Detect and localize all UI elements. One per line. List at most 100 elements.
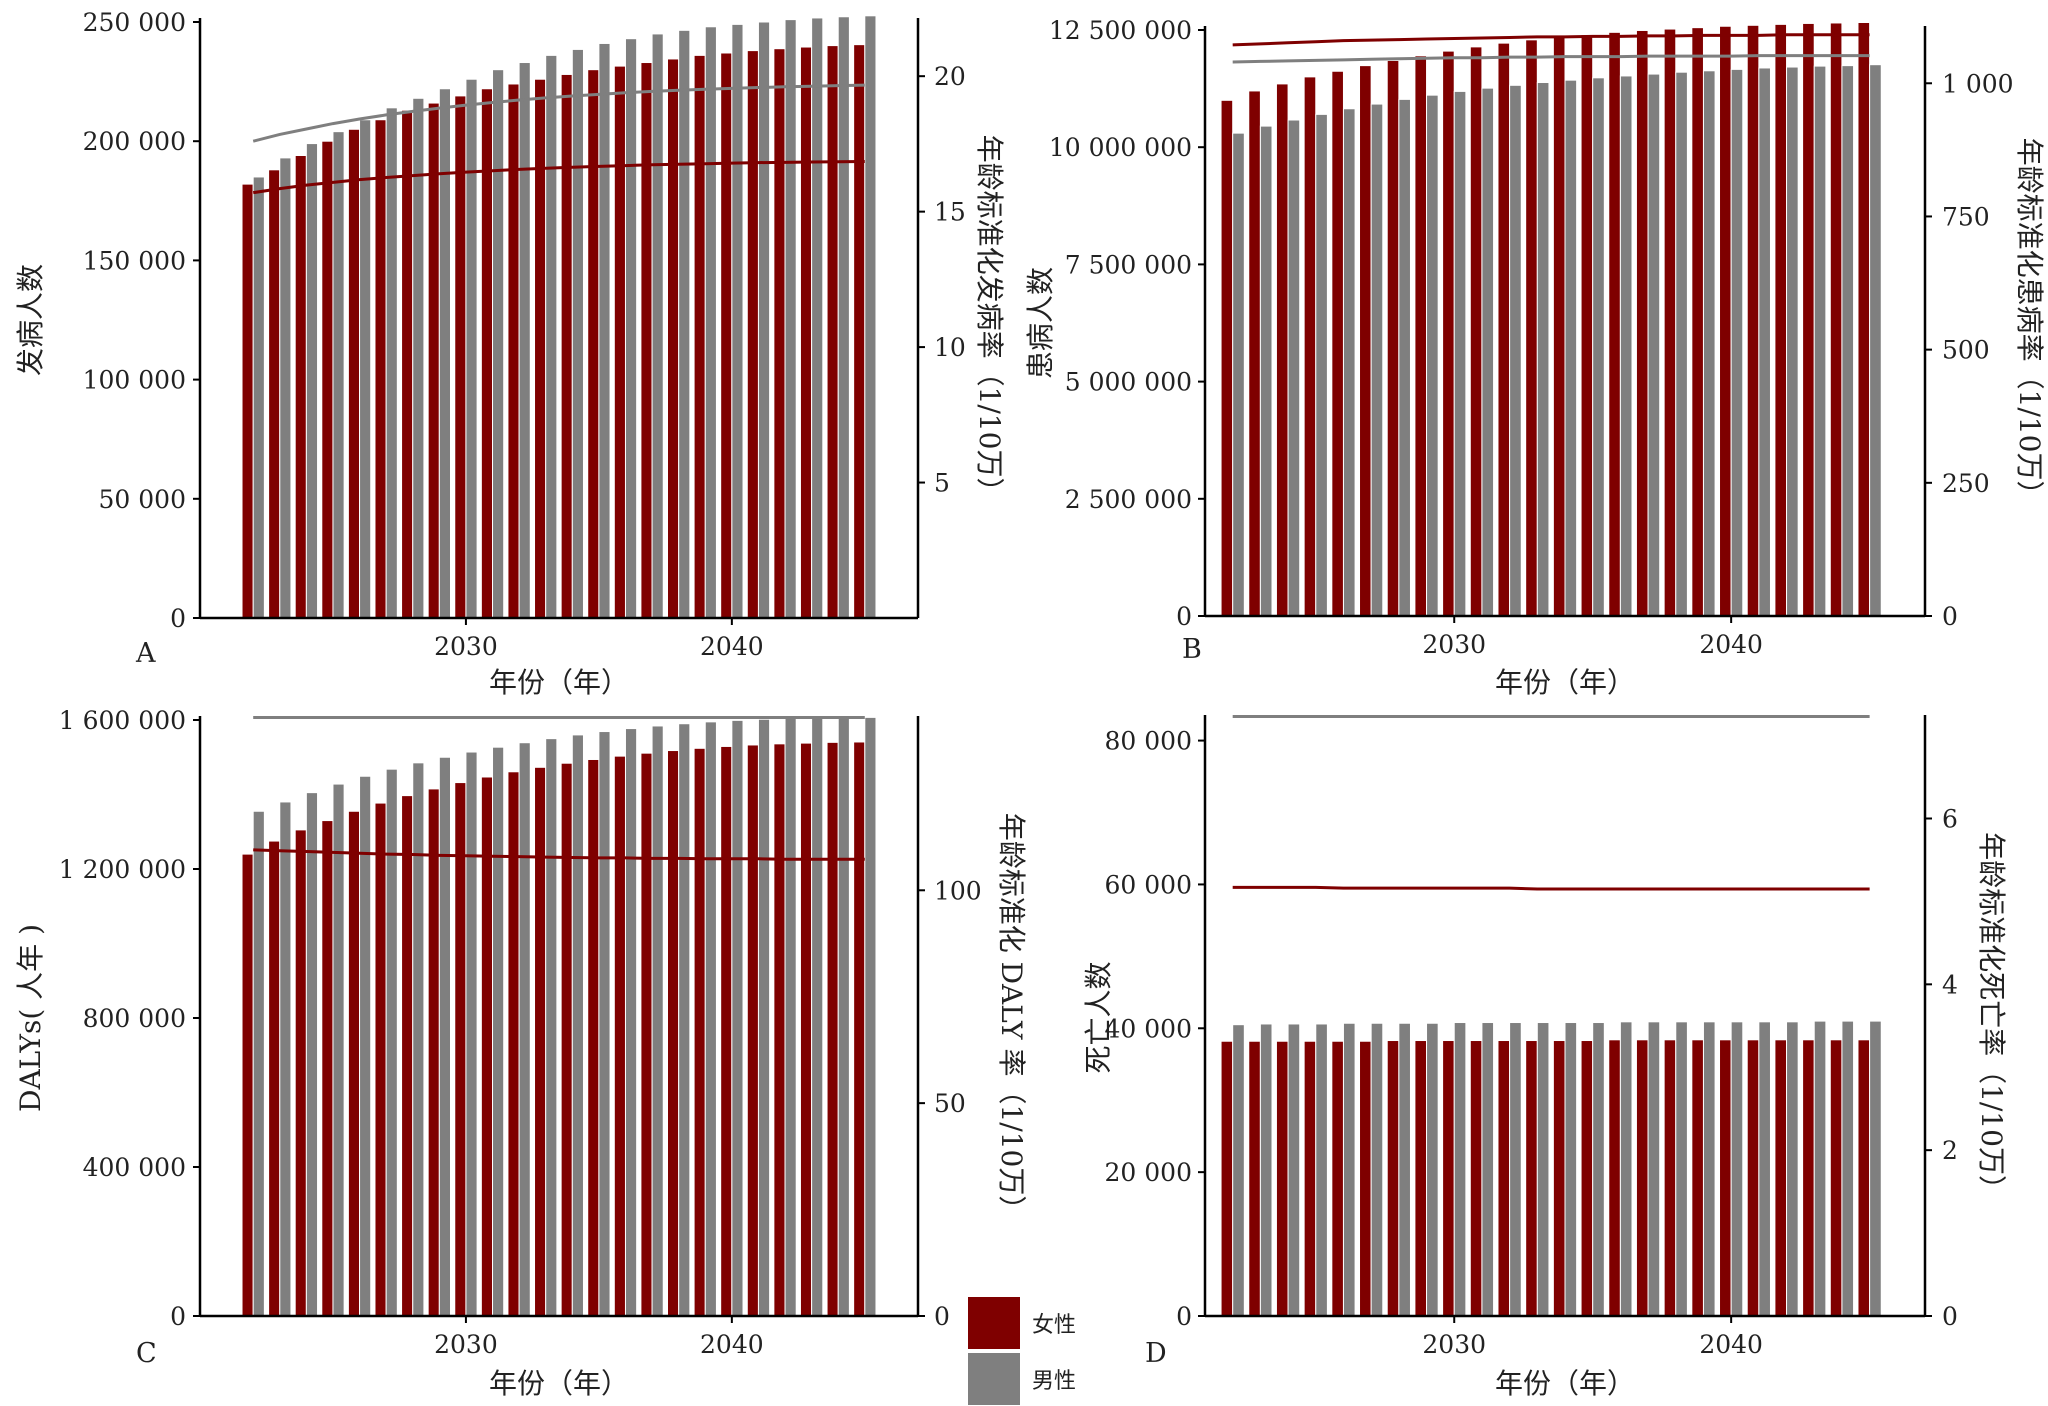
panel-a-bar-female-2043 [799, 46, 813, 619]
panel-a-bar-male-2037 [651, 33, 664, 619]
panel-c-ytick-label: 1 600 000 [59, 706, 186, 735]
panel-c-bar-female-2045 [853, 741, 866, 1317]
panel-a-bar-female-2037 [640, 62, 653, 619]
panel-a-bar-male-2042 [784, 19, 797, 619]
panel-b-letter: B [1182, 634, 1202, 665]
panel-b-bar-female-2039 [1691, 27, 1704, 617]
panel-c-bar-female-2041 [746, 744, 759, 1317]
panel-b-bar-male-2032 [1509, 84, 1522, 617]
panel-b-bar-male-2030 [1453, 90, 1467, 617]
panel-d-bar-female-2028 [1386, 1040, 1400, 1317]
panel-c-bar-female-2037 [640, 752, 653, 1317]
panel-d-xtick-label: 2030 [1422, 1330, 1486, 1359]
panel-d-bar-female-2038 [1663, 1039, 1677, 1317]
panel-d-letter: D [1145, 1338, 1167, 1369]
panel-b-bar-female-2043 [1802, 22, 1815, 617]
panel-b-bar-male-2043 [1813, 65, 1827, 617]
panel-a-bar-female-2027 [374, 119, 387, 619]
panel-d-bar-female-2023 [1248, 1040, 1261, 1317]
panel-b-bar-female-2038 [1663, 28, 1677, 617]
panel-d-bar-female-2041 [1746, 1039, 1760, 1317]
panel-a-bar-male-2044 [837, 16, 850, 619]
panel-d-bar-female-2036 [1608, 1039, 1621, 1317]
panel-b-bar-male-2044 [1841, 65, 1855, 617]
panel-d-bar-male-2023 [1259, 1023, 1273, 1317]
panel-c-bar-male-2027 [385, 768, 398, 1317]
panel-d-bar-female-2027 [1359, 1040, 1372, 1317]
panel-d-bar-male-2041 [1758, 1021, 1771, 1317]
panel-b-bar-female-2023 [1248, 90, 1261, 617]
panel-d-y2-axis-label: 年龄标准化死亡率（1/10万） [1975, 832, 2008, 1203]
panel-a-ytick-label: 0 [170, 604, 186, 633]
panel-c-bar-male-2034 [571, 734, 584, 1317]
panel-a-letter: A [135, 638, 156, 669]
panel-a-xtick-label: 2030 [434, 632, 498, 661]
panel-d: 0 20 000 40 000 60 000 80 000 0 2 4 6 2030 2040 年份（… [1082, 715, 2008, 1400]
panel-c-bar-female-2039 [693, 747, 706, 1317]
panel-a-bar-male-2026 [359, 119, 372, 619]
panel-b-bar-male-2040 [1730, 68, 1744, 617]
panel-d-bar-female-2032 [1497, 1040, 1511, 1317]
panel-c-bar-male-2029 [438, 756, 451, 1317]
panel-d-y2tick-label: 2 [1942, 1136, 1958, 1165]
panel-c-bar-male-2036 [624, 728, 638, 1317]
panel-b-bar-male-2029 [1426, 94, 1439, 617]
panel-c-bar-male-2044 [837, 717, 850, 1317]
panel-d-bar-male-2037 [1647, 1021, 1661, 1317]
panel-d-bar-female-2022 [1220, 1040, 1234, 1317]
panel-a-bar-female-2042 [773, 48, 786, 619]
panel-a-bar-male-2032 [518, 62, 531, 619]
panel-d-bar-male-2027 [1370, 1022, 1384, 1317]
panel-d-bar-female-2035 [1580, 1040, 1594, 1317]
panel-c-bar-male-2045 [864, 716, 877, 1317]
panel-d-ytick-label: 20 000 [1105, 1158, 1192, 1187]
panel-b-bar-female-2027 [1359, 65, 1372, 617]
panel-c-bar-male-2028 [412, 762, 425, 1317]
panel-c-bar-male-2043 [811, 717, 824, 1317]
legend: 女性 男性 [966, 1295, 1076, 1406]
panel-a-bar-male-2036 [624, 38, 638, 619]
panel-b-bar-male-2026 [1342, 108, 1356, 617]
panel-d-bar-male-2026 [1342, 1022, 1356, 1317]
panel-c-bar-female-2028 [401, 795, 414, 1317]
panel-c-bar-male-2022 [252, 810, 265, 1317]
panel-a-bar-female-2044 [826, 45, 839, 619]
panel-c-bar-female-2030 [454, 782, 467, 1317]
panel-d-bar-male-2022 [1232, 1024, 1245, 1317]
panel-d-bars-male [1232, 1020, 1882, 1317]
panel-b-bar-female-2030 [1442, 50, 1455, 617]
panel-a-bar-male-2029 [438, 88, 451, 619]
panel-d-bar-female-2039 [1691, 1039, 1704, 1317]
panel-c-bar-female-2033 [534, 766, 547, 1317]
panel-d-bar-female-2026 [1331, 1040, 1344, 1317]
panel-b-bar-female-2022 [1220, 99, 1234, 617]
panel-c-ytick-label: 400 000 [83, 1153, 186, 1182]
panel-a-bar-female-2031 [480, 88, 494, 619]
panel-c-bar-female-2035 [587, 758, 600, 1317]
panel-a-ytick-label: 50 000 [99, 485, 186, 514]
panel-d-bar-male-2039 [1702, 1021, 1716, 1317]
panel-a: 0 50 000 100 000 150 000 200 000 250 000 5 10 15… [14, 8, 1006, 699]
panel-d-x-axis-label: 年份（年） [1495, 1367, 1635, 1400]
panel-a-bar-male-2030 [465, 78, 478, 619]
panel-a-y2tick-label: 5 [934, 469, 950, 498]
panel-b-bar-female-2042 [1774, 23, 1788, 617]
panel-d-bar-male-2030 [1453, 1022, 1467, 1317]
panel-b-bar-male-2023 [1259, 125, 1273, 617]
panel-d-bar-male-2031 [1481, 1022, 1495, 1317]
panel-d-bar-female-2040 [1719, 1039, 1732, 1317]
panel-c-bar-male-2035 [598, 731, 611, 1317]
panel-c-xtick-label: 2040 [700, 1330, 764, 1359]
panel-d-bar-female-2043 [1802, 1039, 1815, 1317]
panel-d-bar-male-2024 [1287, 1023, 1301, 1317]
panel-d-ytick-label: 0 [1176, 1302, 1192, 1331]
panel-a-bar-male-2039 [704, 26, 717, 619]
panel-a-bar-male-2041 [757, 21, 771, 619]
panel-b-bar-male-2024 [1287, 119, 1301, 617]
panel-a-bar-female-2040 [720, 52, 733, 619]
panel-b-bar-male-2038 [1675, 71, 1688, 617]
panel-b-rate-line-female [1232, 33, 1870, 47]
panel-b-ytick-label: 2 500 000 [1065, 485, 1192, 514]
panel-c-bar-female-2038 [667, 750, 680, 1317]
panel-a-bar-female-2035 [587, 69, 600, 619]
